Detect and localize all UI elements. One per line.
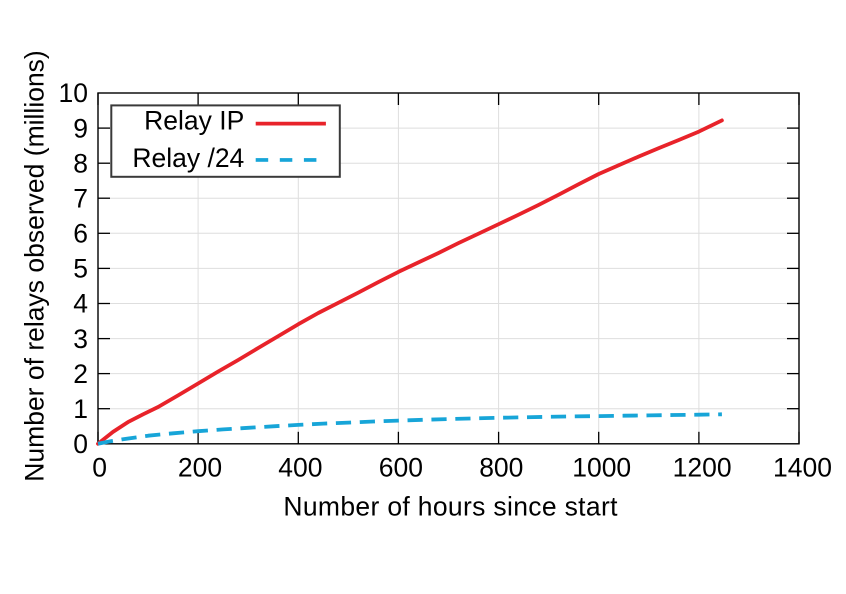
svg-text:10: 10 <box>59 78 88 108</box>
svg-text:Relay IP: Relay IP <box>144 105 244 135</box>
svg-text:0: 0 <box>92 453 107 483</box>
svg-text:600: 600 <box>379 453 423 483</box>
svg-text:5: 5 <box>73 254 88 284</box>
svg-text:1400: 1400 <box>773 453 832 483</box>
svg-text:4: 4 <box>73 289 88 319</box>
svg-text:800: 800 <box>479 453 523 483</box>
svg-text:200: 200 <box>178 453 222 483</box>
svg-text:2: 2 <box>73 359 88 389</box>
svg-text:Number of relays observed (mil: Number of relays observed (millions) <box>19 50 49 482</box>
svg-text:1000: 1000 <box>572 453 631 483</box>
svg-text:1200: 1200 <box>673 453 732 483</box>
svg-text:400: 400 <box>278 453 322 483</box>
svg-text:7: 7 <box>73 183 88 213</box>
svg-text:Number of hours since start: Number of hours since start <box>283 492 618 522</box>
svg-text:3: 3 <box>73 324 88 354</box>
svg-text:9: 9 <box>73 113 88 143</box>
svg-text:6: 6 <box>73 219 88 249</box>
svg-text:1: 1 <box>73 394 88 424</box>
svg-text:8: 8 <box>73 148 88 178</box>
svg-text:0: 0 <box>73 429 88 459</box>
svg-text:Relay /24: Relay /24 <box>132 143 244 173</box>
